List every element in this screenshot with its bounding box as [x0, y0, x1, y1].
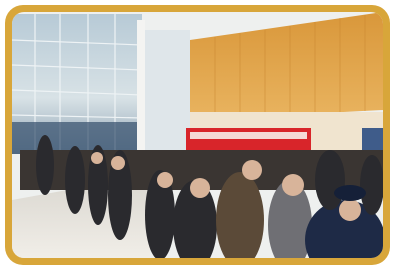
column	[137, 20, 145, 155]
cap	[334, 185, 366, 201]
photo-frame	[0, 0, 395, 269]
page	[0, 0, 395, 269]
screen	[362, 128, 383, 152]
photo	[12, 12, 385, 269]
red-banner	[186, 128, 311, 152]
banner-strip	[190, 132, 307, 139]
atrium-glass	[140, 30, 190, 150]
